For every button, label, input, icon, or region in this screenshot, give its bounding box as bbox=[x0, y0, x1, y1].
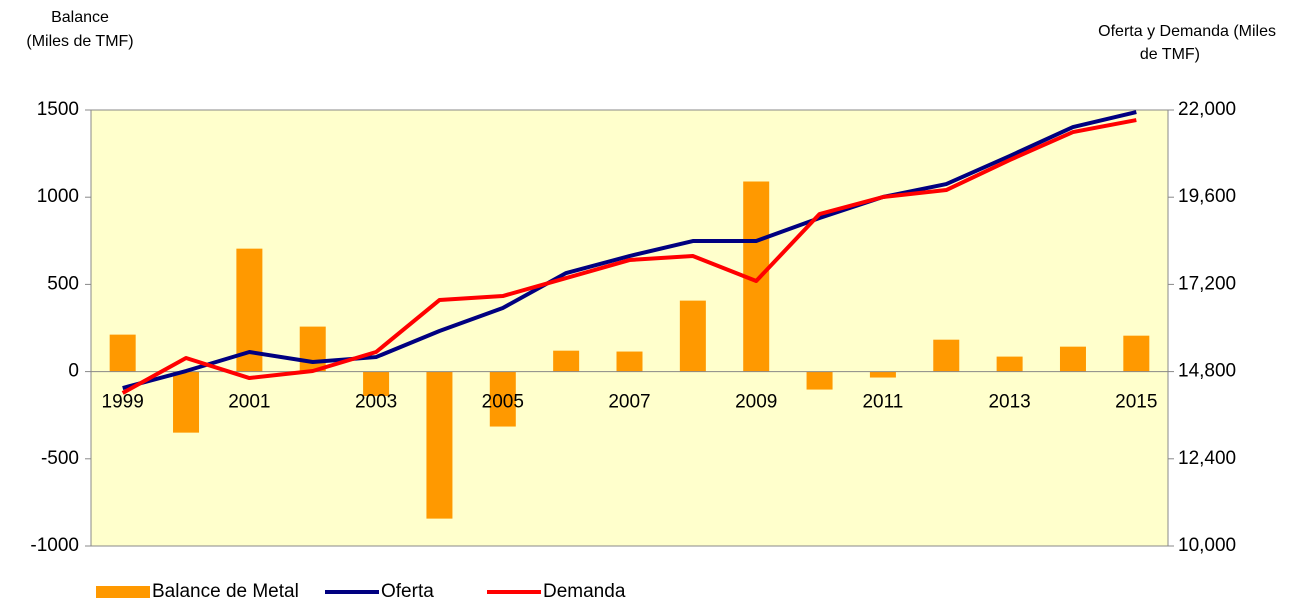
x-tick-label: 2007 bbox=[608, 392, 650, 413]
bar bbox=[869, 371, 896, 378]
y2-tick-label: 10,000 bbox=[1178, 535, 1236, 556]
legend-label: Demanda bbox=[543, 581, 626, 602]
y2-axis-title: de TMF) bbox=[1140, 46, 1200, 63]
bar bbox=[363, 371, 390, 397]
y-axis-title: (Miles de TMF) bbox=[26, 33, 133, 50]
y-tick-label: 500 bbox=[47, 273, 79, 294]
x-tick-label: 1999 bbox=[102, 392, 144, 413]
bar bbox=[299, 326, 326, 372]
y2-tick-label: 22,000 bbox=[1178, 99, 1236, 120]
line bbox=[122, 110, 1137, 390]
y-tick-label: -1000 bbox=[30, 535, 79, 556]
bar bbox=[553, 350, 580, 372]
bar bbox=[616, 351, 643, 372]
bar bbox=[1123, 335, 1150, 372]
bar bbox=[109, 334, 136, 372]
y-tick-label: 0 bbox=[68, 361, 79, 382]
x-tick-label: 2015 bbox=[1115, 392, 1157, 413]
bar bbox=[489, 371, 516, 427]
y-tick-label: 1500 bbox=[37, 99, 79, 120]
x-tick-label: 2003 bbox=[355, 392, 397, 413]
y2-tick-label: 14,800 bbox=[1178, 361, 1236, 382]
x-tick-label: 2001 bbox=[228, 392, 270, 413]
legend-label: Oferta bbox=[381, 581, 434, 602]
bar bbox=[679, 300, 706, 372]
y2-tick-label: 17,200 bbox=[1178, 273, 1236, 294]
plot-area bbox=[90, 109, 1169, 547]
bar bbox=[173, 371, 200, 433]
legend-swatch bbox=[96, 586, 150, 598]
x-tick-label: 2005 bbox=[482, 392, 524, 413]
bar bbox=[996, 356, 1023, 372]
legend-label: Balance de Metal bbox=[152, 581, 299, 602]
x-tick-label: 2011 bbox=[862, 392, 903, 413]
y-tick-label: 1000 bbox=[37, 186, 79, 207]
y2-axis-title: Oferta y Demanda (Miles bbox=[1098, 23, 1276, 40]
bar bbox=[806, 371, 833, 390]
x-tick-label: 2009 bbox=[735, 392, 777, 413]
y2-tick-label: 12,400 bbox=[1178, 448, 1236, 469]
bar bbox=[426, 371, 453, 519]
y2-tick-label: 19,600 bbox=[1178, 186, 1236, 207]
line bbox=[121, 118, 1137, 395]
x-tick-label: 2013 bbox=[988, 392, 1030, 413]
y-tick-label: -500 bbox=[41, 448, 79, 469]
bar bbox=[933, 339, 960, 372]
bar bbox=[1059, 346, 1086, 372]
y-axis-title: Balance bbox=[51, 9, 109, 26]
